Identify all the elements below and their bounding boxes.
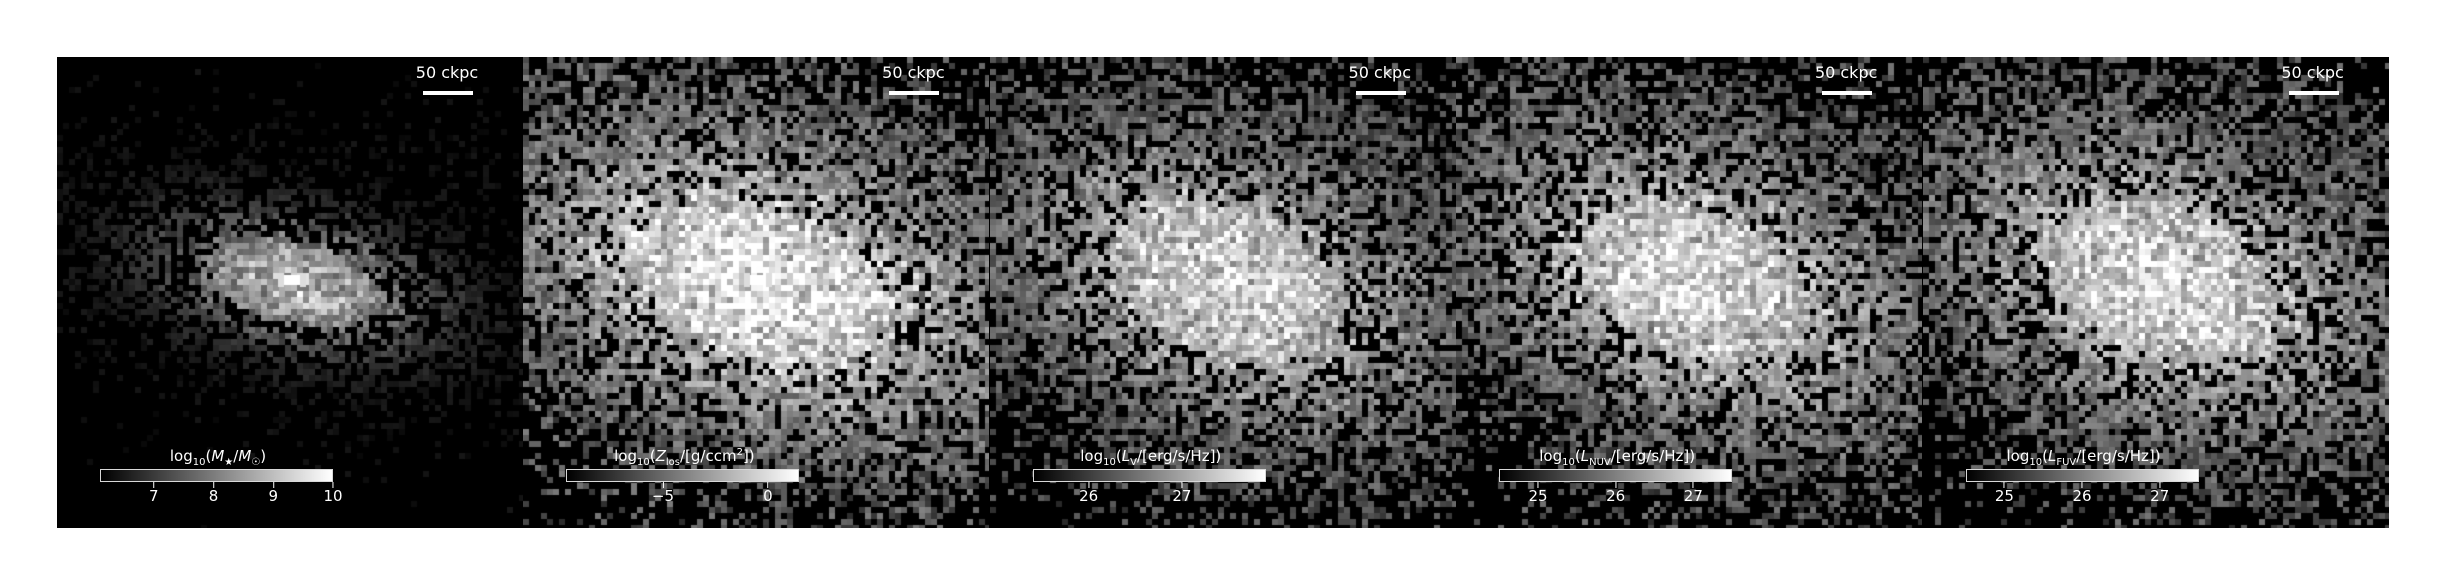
scalebar-label: 50 ckpc (415, 63, 479, 82)
colorbar-label: log10(M★/M☉) (169, 447, 267, 468)
colorbar (100, 469, 333, 482)
colorbar-tick: −5 (652, 482, 674, 504)
colorbar-tick: 10 (323, 482, 343, 504)
colorbar-tick: 27 (1684, 482, 1703, 504)
fuv-luminosity-map (1922, 57, 2389, 528)
panel-nuv-luminosity: 50 ckpc log10(LNUV/[erg/s/Hz]) 25 26 27 (1456, 57, 1923, 528)
panel-v-luminosity: 50 ckpc log10(LV/[erg/s/Hz]) 26 27 (989, 57, 1456, 528)
colorbar-tick: 27 (1172, 482, 1191, 504)
colorbar-tick: 7 (149, 482, 159, 504)
colorbar-tick: 8 (209, 482, 218, 504)
colorbar-tick: 25 (1528, 482, 1548, 504)
colorbar (566, 469, 800, 482)
colorbar-tick: 25 (1995, 482, 2014, 504)
colorbar-ticks: 7 8 9 10 (100, 482, 343, 506)
scalebar-line (1822, 91, 1873, 95)
colorbar-ticks: −5 0 (566, 482, 799, 506)
colorbar-ticks: 25 26 27 (1966, 482, 2199, 506)
metal-column-map (523, 57, 990, 528)
colorbar-tick: 26 (1606, 482, 1625, 504)
stellar-mass-map (57, 57, 523, 528)
colorbar (1032, 469, 1266, 482)
scalebar-label: 50 ckpc (882, 63, 945, 82)
colorbar-tick: 9 (268, 482, 278, 504)
colorbar-label: log10(LV/[erg/s/Hz]) (1080, 447, 1222, 468)
colorbar-tick: 26 (1079, 482, 1098, 504)
scalebar-line (1355, 91, 1406, 95)
nuv-luminosity-map (1456, 57, 1923, 528)
colorbar-tick: 26 (2073, 482, 2092, 504)
scalebar-label: 50 ckpc (1814, 63, 1878, 82)
panel-stellar-mass: 50 ckpc log10(M★/M☉) 7 8 9 10 (57, 57, 523, 528)
colorbar-ticks: 25 26 27 (1499, 482, 1732, 506)
scalebar-line (2288, 91, 2339, 95)
colorbar (1499, 469, 1733, 482)
map-strip: 50 ckpc log10(M★/M☉) 7 8 9 10 50 ckpc log10… (57, 57, 2389, 528)
colorbar-label: log10(LFUV/[erg/s/Hz]) (2006, 447, 2161, 468)
colorbar-tick: 27 (2150, 482, 2169, 504)
colorbar-tick: 0 (763, 482, 773, 504)
scalebar-line (889, 91, 940, 95)
v-luminosity-map (989, 57, 1456, 528)
panel-column-metal: 50 ckpc log10(Zlos/[g/ccm2]) −5 0 (523, 57, 990, 528)
colorbar-label: log10(Zlos/[g/ccm2]) (614, 447, 755, 468)
scalebar-label: 50 ckpc (2281, 63, 2344, 82)
colorbar-label: log10(LNUV/[erg/s/Hz]) (1539, 447, 1696, 468)
colorbar-ticks: 26 27 (1033, 482, 1266, 506)
scalebar-label: 50 ckpc (1348, 63, 1412, 82)
scalebar-line (423, 91, 473, 95)
panel-fuv-luminosity: 50 ckpc log10(LFUV/[erg/s/Hz]) 25 26 27 (1922, 57, 2389, 528)
colorbar (1965, 469, 2199, 482)
